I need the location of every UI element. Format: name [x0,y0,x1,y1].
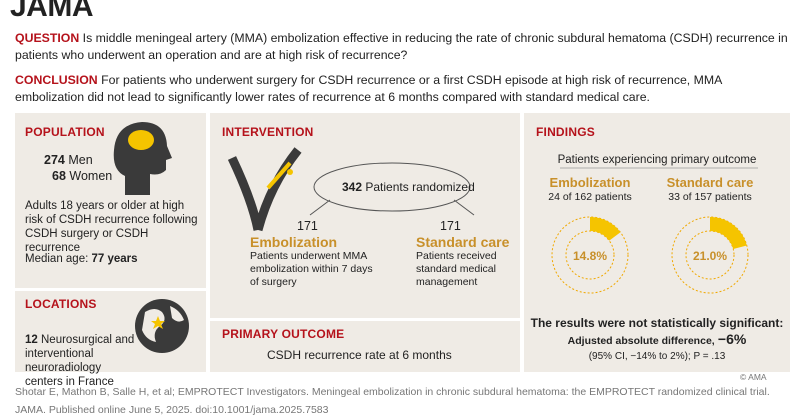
group-percent: 14.8% [572,249,608,263]
women: 68 Women [52,169,112,183]
randomized-label: Patients randomized [365,180,475,194]
citation: JAMA. Published online June 5, 2025. doi… [15,404,329,416]
arm-name: Embolization [250,234,338,250]
arm-connector [453,199,475,216]
donut-arc [590,217,621,241]
arm-n: 171 [440,219,461,233]
outcome-text: CSDH recurrence rate at 6 months [267,348,452,362]
randomization-ellipse [313,162,471,212]
head-icon [113,122,172,195]
arm-description: Patients received standard medical manag… [416,250,497,288]
arm-connector [309,199,331,216]
arm-description: Patients underwent MMA embolization with… [250,250,373,288]
population-description: Adults 18 years or older at high risk of… [25,200,198,254]
section-title: LOCATIONS [25,297,97,311]
outcome-panel [210,321,520,372]
difference-label: Adjusted absolute difference, [567,335,715,347]
women-label: Women [69,169,113,183]
citation: Shotar E, Mathon B, Salle H, et al; EMPR… [15,386,770,398]
group-name: Embolization [549,175,631,190]
arm-name: Standard care [416,234,510,250]
donut-arc [710,217,747,250]
locations-count: 12 [25,334,38,346]
logo: JAMA [10,0,94,23]
locations-text: 12 Neurosurgical and interventional neur… [25,333,137,389]
copyright: © AMA [740,372,767,382]
locations-description: Neurosurgical and interventional neurora… [25,334,135,388]
randomized-count: 342 [342,180,363,194]
group-name: Standard care [666,175,754,190]
men: 274 Men [44,153,93,167]
confidence-interval: (95% CI, −14% to 2%); P = .13 [588,351,726,362]
donut-outline [671,216,749,294]
difference: Adjusted absolute difference, −6% [524,332,790,348]
question: QUESTION Is middle meningeal artery (MMA… [15,30,790,64]
section-title: PRIMARY OUTCOME [222,327,345,341]
population-panel [15,113,206,288]
catheter-icon [227,147,302,232]
section-title: POPULATION [25,125,105,139]
section-title: FINDINGS [536,125,595,139]
donut-outline [551,216,629,294]
men-count: 274 [44,153,65,167]
difference-value: −6% [717,331,747,347]
arm-n: 171 [297,219,318,233]
findings-subtitle: Patients experiencing primary outcome [557,154,757,166]
result: The results were not statistically signi… [530,316,784,330]
question-text: Is middle meningeal artery (MMA) emboliz… [15,31,788,62]
group-detail: 24 of 162 patients [548,191,632,203]
median-age: Median age: 77 years [25,252,138,266]
median-age-value: 77 years [91,253,138,265]
question-label: QUESTION [15,31,80,45]
globe-icon [135,299,189,353]
section-title: INTERVENTION [222,125,314,139]
conclusion-text: For patients who underwent surgery for C… [15,73,722,104]
randomized: 342 Patients randomized [342,180,475,194]
group-detail: 33 of 157 patients [668,191,752,203]
conclusion: CONCLUSION For patients who underwent su… [15,72,790,106]
group-percent: 21.0% [692,249,728,263]
men-label: Men [68,153,93,167]
women-count: 68 [52,169,66,183]
conclusion-label: CONCLUSION [15,73,98,87]
median-age-label: Median age: [25,253,89,265]
